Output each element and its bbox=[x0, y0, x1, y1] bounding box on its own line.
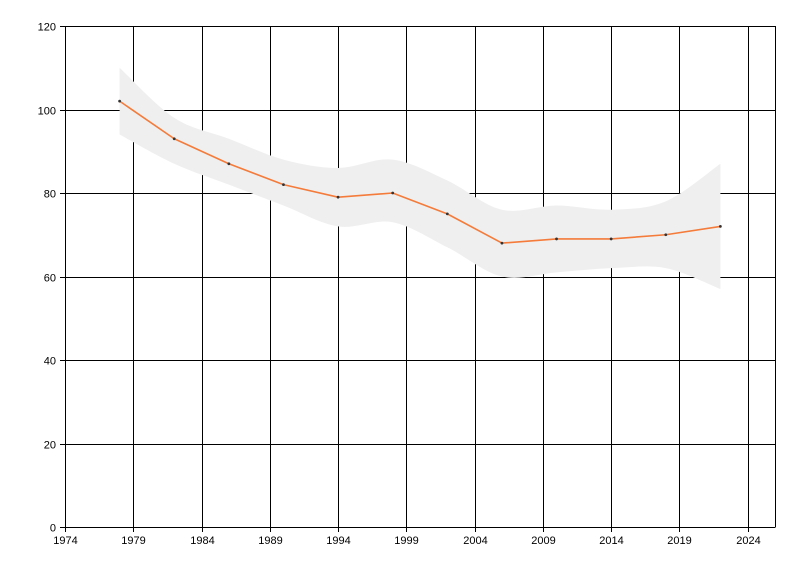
data-point bbox=[227, 162, 231, 166]
data-point bbox=[609, 237, 613, 241]
data-point bbox=[391, 191, 395, 195]
y-tick-label: 120 bbox=[38, 22, 56, 34]
axes bbox=[65, 26, 776, 528]
y-tick-label: 40 bbox=[44, 356, 56, 368]
x-tick-label: 1974 bbox=[53, 535, 77, 547]
data-point bbox=[118, 99, 122, 103]
data-point-group bbox=[118, 99, 722, 245]
data-point bbox=[555, 237, 558, 241]
data-point bbox=[282, 183, 285, 187]
y-tick-label: 20 bbox=[44, 440, 56, 452]
confidence-band-group bbox=[119, 67, 721, 290]
data-point bbox=[500, 241, 504, 245]
x-tick-label: 2004 bbox=[463, 535, 487, 547]
x-tick-label: 1979 bbox=[121, 535, 145, 547]
data-point bbox=[172, 137, 176, 141]
y-axis-ticks: 0 20 40 60 80 100 120 bbox=[38, 22, 65, 535]
x-tick-label: 2009 bbox=[531, 535, 555, 547]
x-tick-label: 2019 bbox=[667, 535, 691, 547]
x-tick-label: 1994 bbox=[326, 535, 350, 547]
y-tick-label: 80 bbox=[44, 189, 56, 201]
x-tick-label: 2024 bbox=[736, 535, 760, 547]
confidence-band bbox=[119, 67, 721, 290]
data-point bbox=[445, 212, 449, 216]
x-tick-label: 2014 bbox=[599, 535, 623, 547]
data-point bbox=[336, 195, 340, 199]
x-axis-ticks: 1974 1979 1984 1989 1994 1999 2004 2009 2014 2019… bbox=[53, 527, 761, 547]
y-tick-label: 60 bbox=[44, 273, 56, 285]
x-tick-label: 1999 bbox=[394, 535, 418, 547]
data-point bbox=[664, 233, 668, 237]
data-point bbox=[718, 225, 722, 228]
x-tick-label: 1989 bbox=[258, 535, 282, 547]
y-tick-label: 0 bbox=[50, 523, 56, 535]
grid-lines bbox=[65, 26, 776, 527]
y-tick-label: 100 bbox=[38, 106, 56, 118]
series-line bbox=[119, 100, 721, 244]
series-line-group bbox=[119, 100, 721, 244]
x-tick-label: 1984 bbox=[190, 535, 214, 547]
